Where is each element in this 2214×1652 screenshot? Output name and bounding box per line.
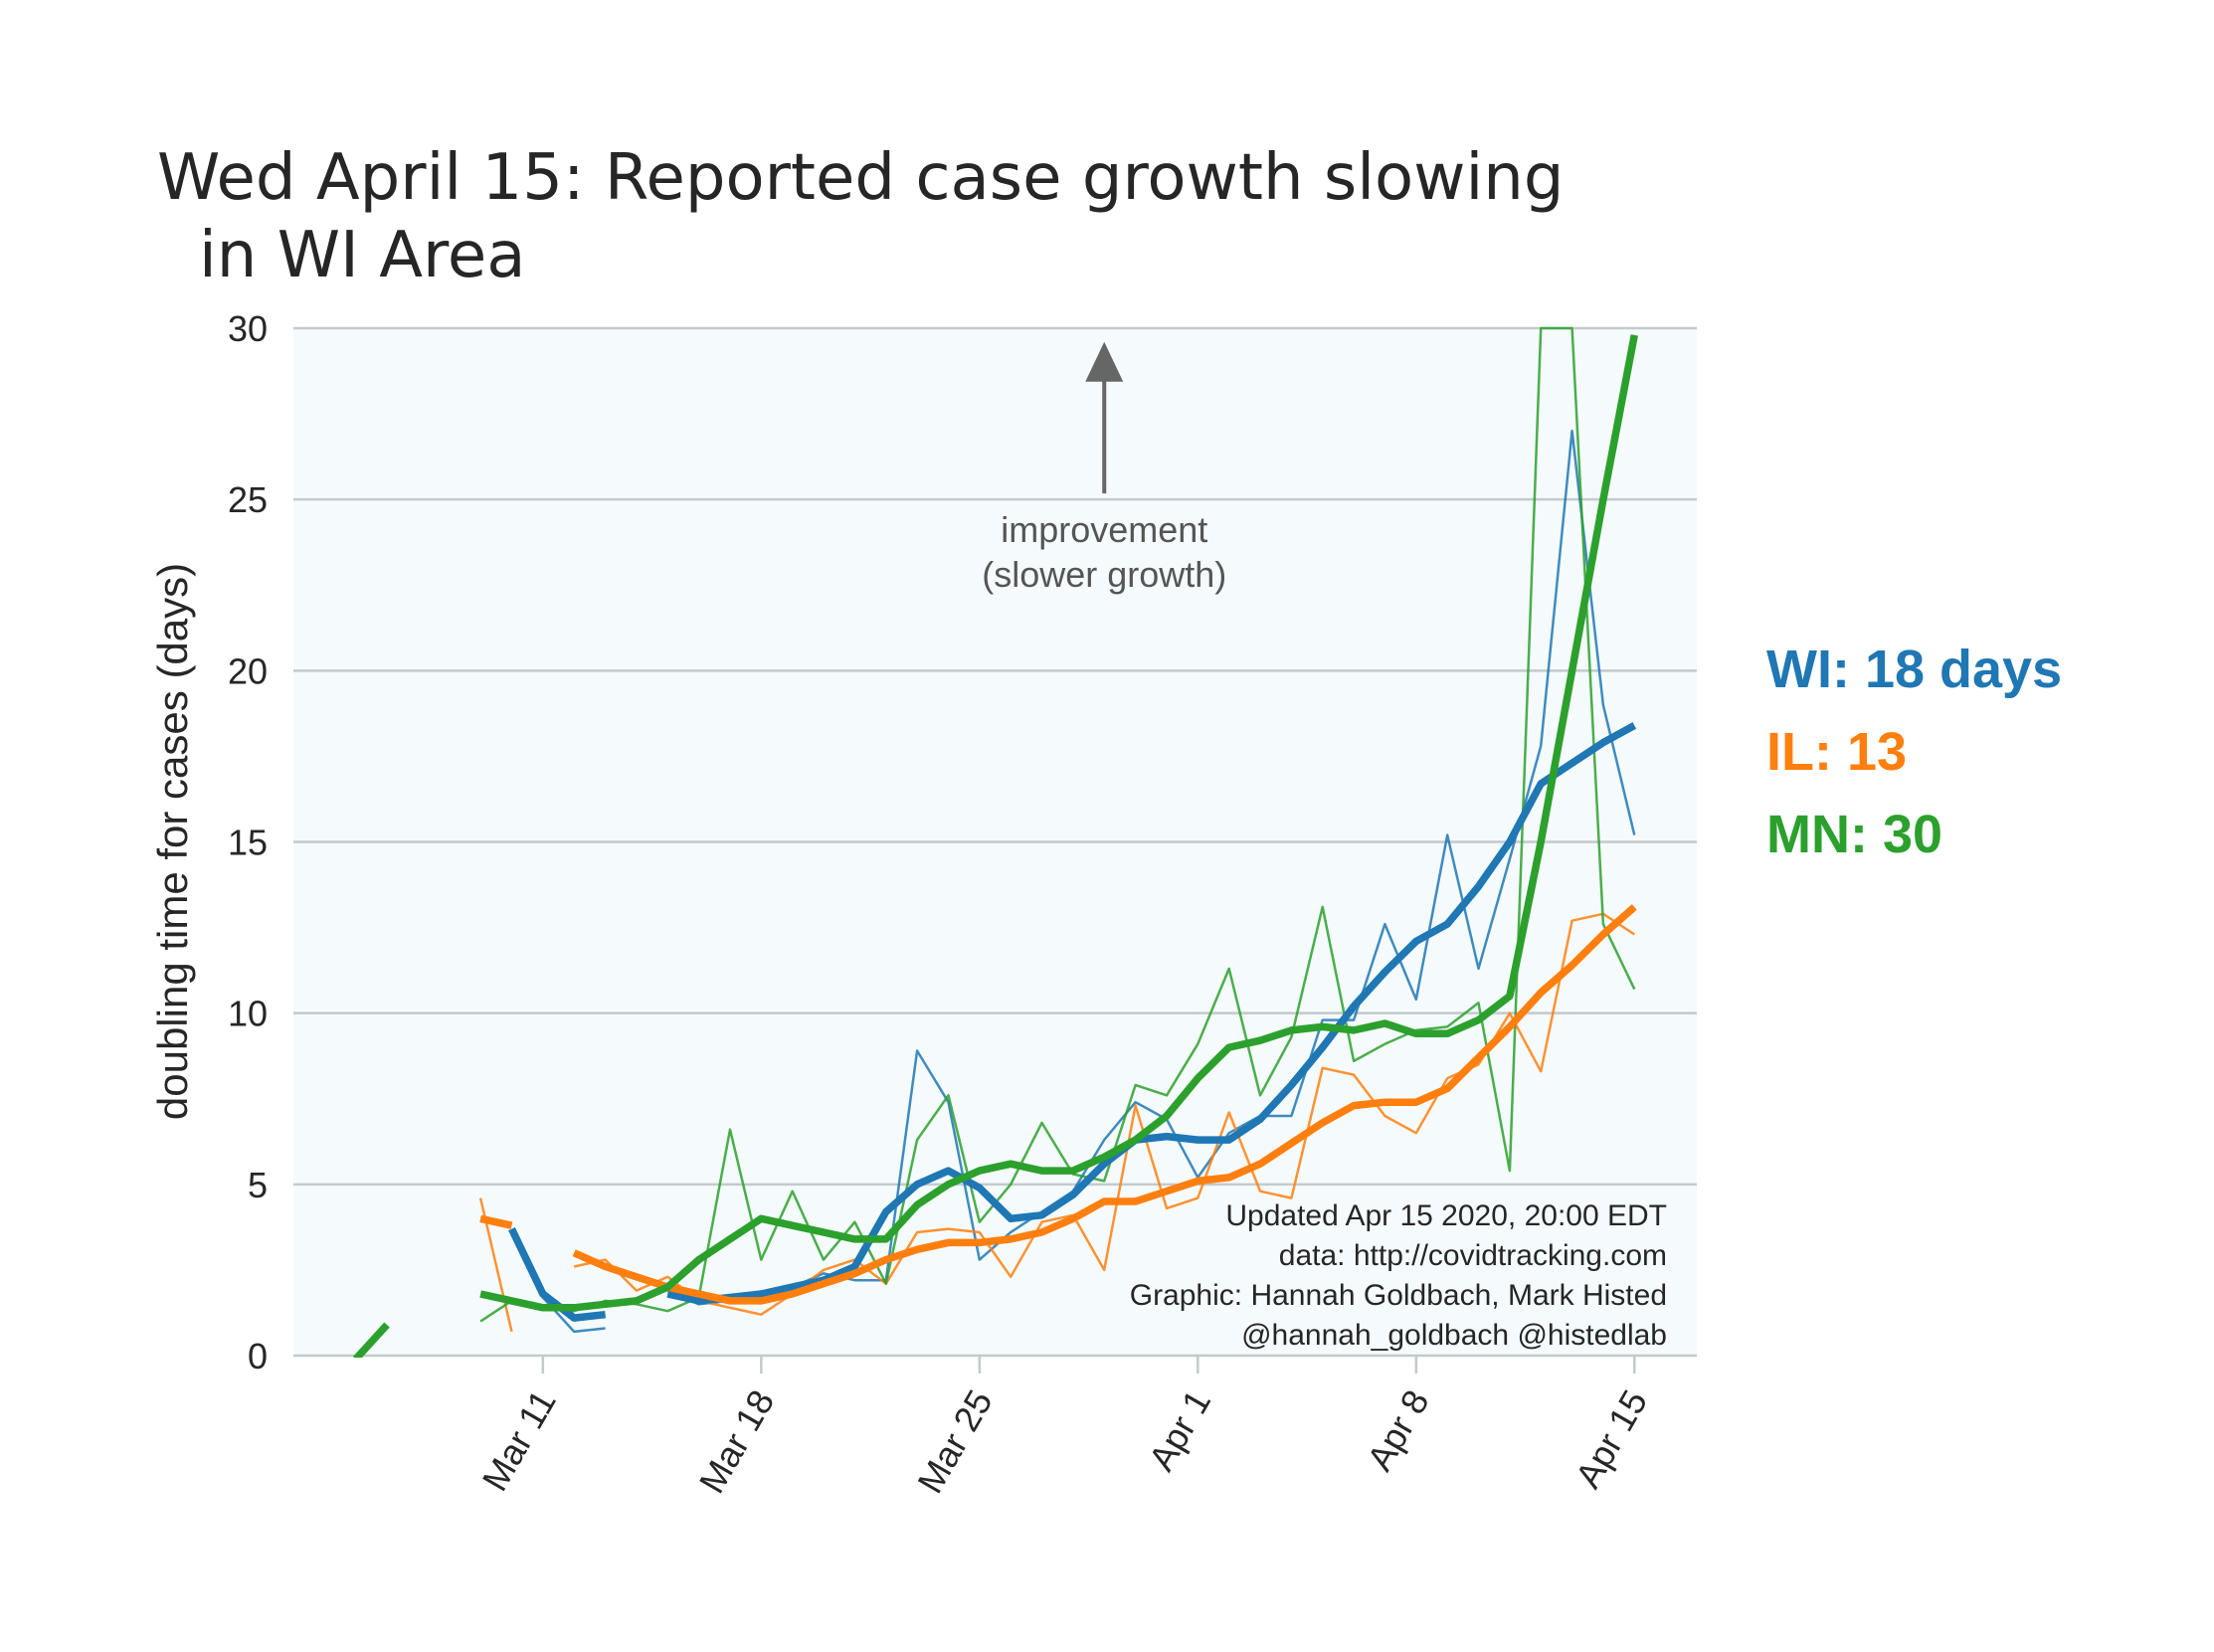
x-tick-label: Apr 1 xyxy=(1141,1383,1219,1478)
credit-graphic-authors: Graphic: Hannah Goldbach, Mark Histed xyxy=(1130,1279,1667,1312)
series-line-mn-smoothed xyxy=(352,334,1638,1358)
annotation-line2: (slower growth) xyxy=(982,554,1226,595)
legend-wi: WI: 18 days xyxy=(1766,640,2062,699)
legend-il: IL: 13 xyxy=(1766,722,1907,782)
legend-mn: MN: 30 xyxy=(1766,805,1942,864)
chart-title-line2: in WI Area xyxy=(199,219,525,292)
x-tick-label: Mar 25 xyxy=(909,1383,1001,1501)
y-tick-label: 25 xyxy=(228,479,268,520)
y-tick-label: 30 xyxy=(228,308,268,349)
improvement-annotation: improvement (slower growth) xyxy=(982,341,1226,595)
y-tick-label: 20 xyxy=(228,650,268,691)
y-axis-label: doubling time for cases (days) xyxy=(149,563,196,1120)
x-tick-label: Apr 15 xyxy=(1568,1383,1656,1495)
credit-handles: @hannah_goldbach @histedlab xyxy=(1241,1319,1667,1352)
annotation-line1: improvement xyxy=(1001,509,1207,550)
chart-title-line1: Wed April 15: Reported case growth slowi… xyxy=(157,141,1564,215)
credit-data-source: data: http://covidtracking.com xyxy=(1279,1239,1667,1272)
x-tick-label: Mar 11 xyxy=(474,1383,564,1498)
legend: WI: 18 days IL: 13 MN: 30 xyxy=(1766,640,2062,864)
y-tick-label: 5 xyxy=(248,1165,268,1205)
y-tick-label: 0 xyxy=(248,1336,268,1377)
x-axis-ticks: Mar 11 Mar 18 Mar 25 Apr 1 Apr 8 Apr 15 xyxy=(474,1356,1656,1501)
y-axis-ticks: 0 5 10 15 20 25 30 xyxy=(228,308,268,1377)
series-lines xyxy=(352,326,1638,1358)
y-tick-label: 15 xyxy=(228,823,268,863)
series-line-il-smoothed xyxy=(479,904,1637,1305)
annotation-arrow-icon xyxy=(1085,341,1124,382)
x-tick-label: Apr 8 xyxy=(1359,1383,1437,1478)
series-line-mn-raw xyxy=(479,326,1636,1323)
x-tick-label: Mar 18 xyxy=(691,1383,783,1501)
y-tick-label: 10 xyxy=(228,994,268,1034)
gridlines xyxy=(293,326,1697,1358)
credit-updated: Updated Apr 15 2020, 20:00 EDT xyxy=(1225,1199,1667,1232)
credits: Updated Apr 15 2020, 20:00 EDT data: htt… xyxy=(1130,1199,1667,1352)
